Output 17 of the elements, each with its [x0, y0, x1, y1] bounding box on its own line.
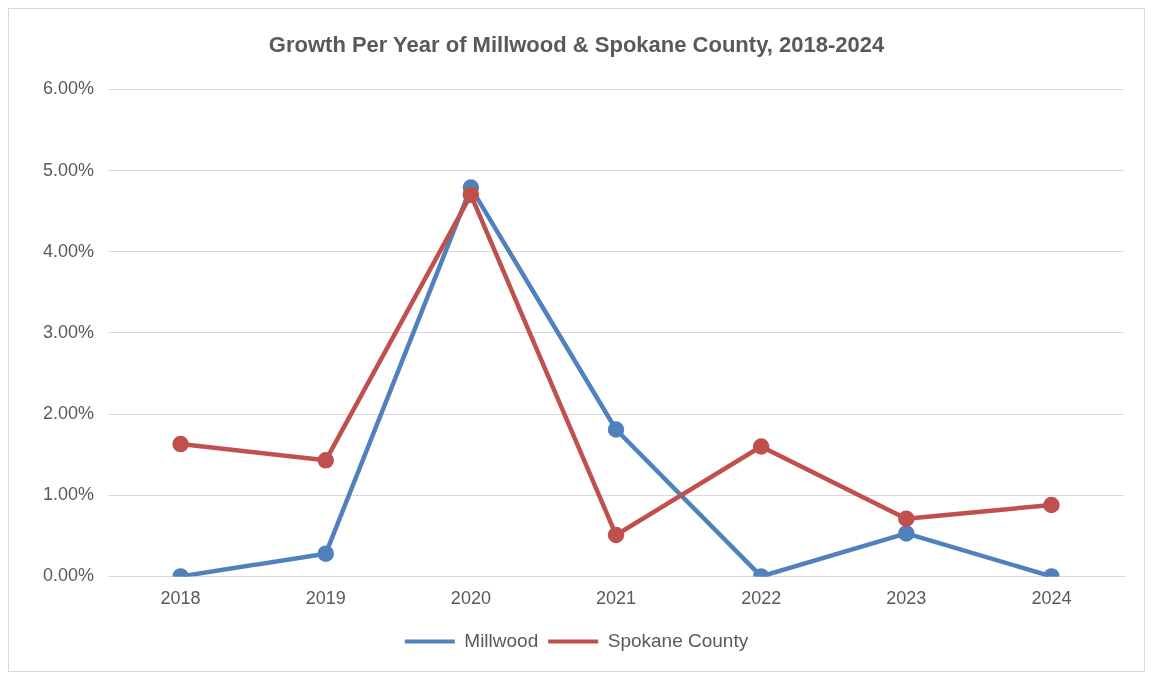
y-tick-label: 4.00% — [42, 240, 95, 261]
x-tick-label: 2018 — [160, 588, 201, 609]
y-tick-label: 3.00% — [42, 321, 95, 342]
x-tick-label: 2022 — [741, 588, 782, 609]
chart-title: Growth Per Year of Millwood & Spokane County, 2018-2024 — [268, 32, 885, 58]
x-tick-label: 2019 — [305, 588, 346, 609]
x-tick-label: 2021 — [596, 588, 637, 609]
y-tick-label: 5.00% — [42, 159, 95, 180]
y-tick-label: 0.00% — [42, 565, 95, 586]
x-tick-label: 2020 — [450, 588, 491, 609]
legend-label: Millwood — [464, 629, 539, 651]
x-tick-label: 2024 — [1031, 588, 1072, 609]
y-tick-label: 6.00% — [42, 78, 95, 99]
y-tick-label: 1.00% — [42, 484, 95, 505]
y-tick-label: 2.00% — [42, 403, 95, 424]
x-tick-label: 2023 — [886, 588, 927, 609]
legend-label: Spokane County — [607, 629, 749, 651]
